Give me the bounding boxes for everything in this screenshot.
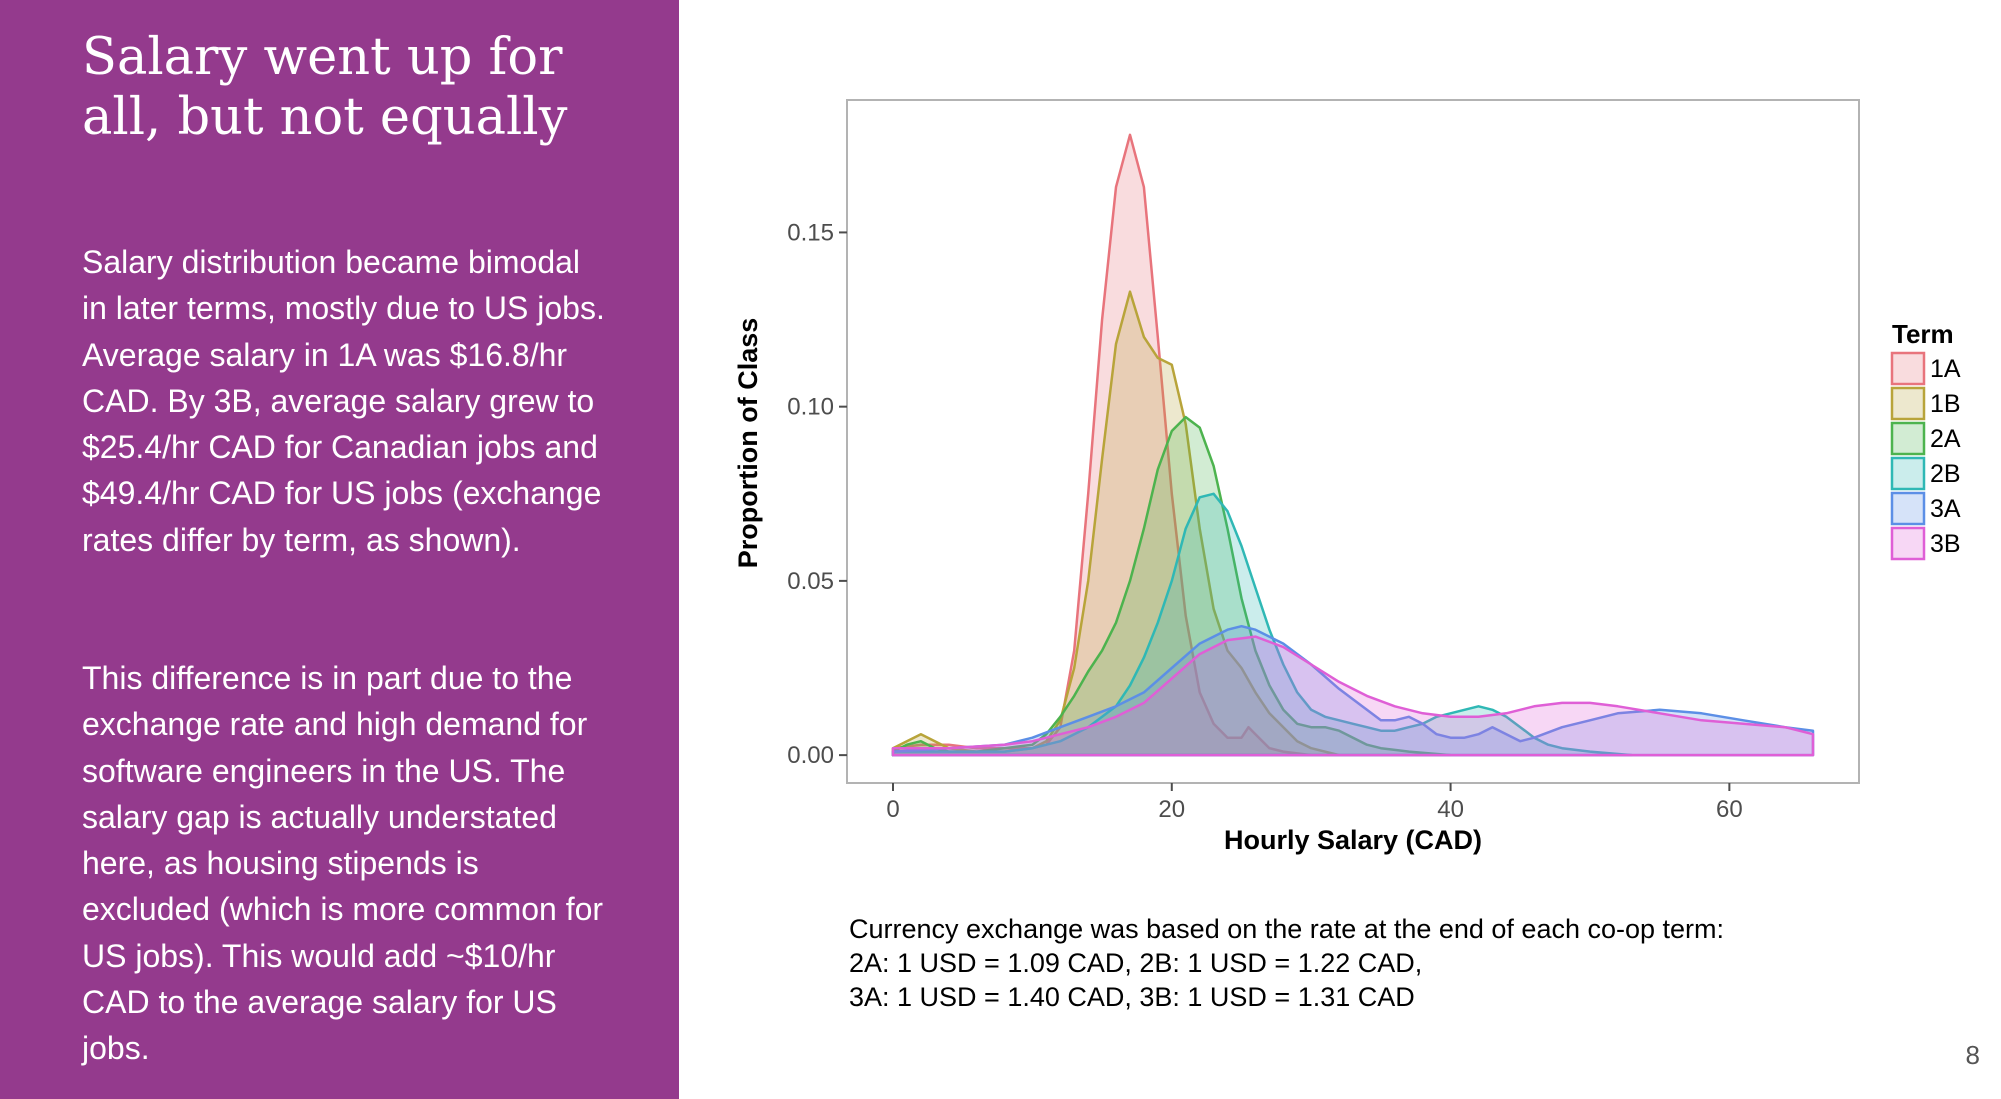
y-axis-label: Proportion of Class [733,318,763,569]
legend-label-2b: 2B [1930,460,1961,488]
body-paragraph-2: This difference is in part due to the ex… [82,660,604,1067]
series-1a-area [891,133,1313,757]
y-tick-label: 0.00 [787,742,834,769]
exchange-rate-footnote: Currency exchange was based on the rate … [849,912,1949,1014]
slide-title: Salary went up for all, but not equally [82,28,568,147]
legend-label-2a: 2A [1930,425,1961,453]
legend-key-3b [1890,526,1926,561]
footnote-line-2: 2A: 1 USD = 1.09 CAD, 2B: 1 USD = 1.22 C… [849,948,1423,978]
x-tick-label: 20 [1158,796,1185,823]
footnote-line-1: Currency exchange was based on the rate … [849,914,1725,944]
legend-key-2b [1890,456,1926,491]
legend-label-3a: 3A [1930,495,1961,523]
plot-panel [846,99,1860,784]
x-tick-label: 40 [1437,796,1464,823]
legend-key-1a [1890,351,1926,386]
legend-key-2a [1890,421,1926,456]
legend-key-1b [1890,386,1926,421]
legend-label-3b: 3B [1930,530,1961,558]
y-tick-label: 0.15 [787,219,834,246]
series-layer [891,133,1815,757]
density-chart: 0 20 40 60 0.00 0.05 0.10 0.15 Hourly Salary (C… [733,99,1961,855]
footnote-line-3: 3A: 1 USD = 1.40 CAD, 3B: 1 USD = 1.31 C… [849,982,1415,1012]
legend-key-3a [1890,491,1926,526]
body-paragraph-1: Salary distribution became bimodal in la… [82,244,605,558]
left-panel [0,0,679,1099]
x-tick-label: 60 [1716,796,1743,823]
legend-label-1b: 1B [1930,390,1961,418]
page-number: 8 [1965,1040,1980,1070]
y-tick-label: 0.10 [787,394,834,421]
x-axis-label: Hourly Salary (CAD) [1224,825,1482,855]
legend-label-1a: 1A [1930,355,1961,383]
axis-layer: 0 20 40 60 0.00 0.05 0.10 0.15 [787,219,1742,823]
x-tick-label: 0 [886,796,899,823]
legend-title: Term [1892,319,1954,349]
series-3b-area [891,635,1815,757]
legend: Term 1A 1B 2A 2B 3A 3B [1890,319,1961,561]
series-3a-area [891,624,1815,757]
y-tick-label: 0.05 [787,568,834,595]
